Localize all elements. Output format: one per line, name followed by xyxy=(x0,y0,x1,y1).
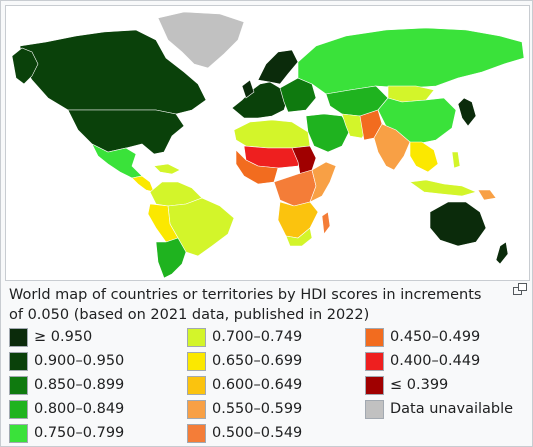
map-caption: World map of countries or territories by… xyxy=(9,287,482,323)
legend-item: 0.500–0.549 xyxy=(187,423,302,443)
legend-label: 0.400–0.449 xyxy=(390,353,481,369)
legend-swatch xyxy=(187,327,206,347)
world-map xyxy=(6,6,529,280)
papua-shape xyxy=(477,189,497,201)
legend-label: 0.800–0.849 xyxy=(34,401,125,417)
legend-item: ≥ 0.950 xyxy=(9,327,92,347)
legend-swatch xyxy=(9,351,28,371)
india-shape xyxy=(373,123,411,171)
indonesia-shape xyxy=(409,179,477,197)
east-africa-shape xyxy=(309,161,337,203)
legend-swatch xyxy=(9,423,28,443)
southern-cone-shape xyxy=(155,237,187,279)
legend-swatch xyxy=(9,399,28,419)
legend-swatch xyxy=(187,351,206,371)
legend-swatch xyxy=(9,375,28,395)
legend-swatch xyxy=(365,375,384,395)
legend-swatch xyxy=(365,399,384,419)
madagascar-shape xyxy=(321,211,331,235)
legend-item: 0.850–0.899 xyxy=(9,375,124,395)
legend-label: 0.500–0.549 xyxy=(212,425,303,441)
legend-swatch xyxy=(187,399,206,419)
philippines-shape xyxy=(451,151,461,169)
legend-swatch xyxy=(187,423,206,443)
canada-shape xyxy=(19,29,207,115)
east-asia-high-shape xyxy=(457,97,477,127)
legend-item: Data unavailable xyxy=(365,399,513,419)
legend-swatch xyxy=(365,327,384,347)
legend-item: 0.450–0.499 xyxy=(365,327,480,347)
legend-label: 0.700–0.749 xyxy=(212,329,303,345)
legend-label: 0.850–0.899 xyxy=(34,377,125,393)
legend-label: ≥ 0.950 xyxy=(34,329,93,345)
legend-swatch xyxy=(365,351,384,371)
australia-shape xyxy=(429,201,487,247)
legend-label: 0.600–0.649 xyxy=(212,377,303,393)
legend-label: 0.450–0.499 xyxy=(390,329,481,345)
caribbean-shape xyxy=(153,163,181,175)
legend-label: 0.650–0.699 xyxy=(212,353,303,369)
magnify-clip-icon[interactable] xyxy=(513,283,527,295)
legend-item: 0.400–0.449 xyxy=(365,351,480,371)
legend-item: 0.900–0.950 xyxy=(9,351,124,371)
legend-item: 0.700–0.749 xyxy=(187,327,302,347)
legend-item: 0.800–0.849 xyxy=(9,399,124,419)
southeast-asia-shape xyxy=(409,141,439,173)
south-africa-shape xyxy=(285,227,313,247)
new-zealand-shape xyxy=(495,241,509,265)
uk-shape xyxy=(241,79,255,99)
legend-label: 0.900–0.950 xyxy=(34,353,125,369)
greenland-shape xyxy=(157,11,245,69)
map-legend: ≥ 0.950 0.900–0.950 0.850–0.899 0.800–0.… xyxy=(9,327,529,445)
legend-label: Data unavailable xyxy=(390,401,514,417)
legend-label: ≤ 0.399 xyxy=(390,377,449,393)
legend-item: 0.550–0.599 xyxy=(187,399,302,419)
legend-item: 0.650–0.699 xyxy=(187,351,302,371)
legend-swatch xyxy=(9,327,28,347)
legend-item: 0.750–0.799 xyxy=(9,423,124,443)
legend-swatch xyxy=(187,375,206,395)
map-image[interactable] xyxy=(5,5,530,281)
alaska-shape xyxy=(11,47,39,85)
legend-item: 0.600–0.649 xyxy=(187,375,302,395)
middle-east-shape xyxy=(305,113,351,153)
legend-label: 0.550–0.599 xyxy=(212,401,303,417)
legend-label: 0.750–0.799 xyxy=(34,425,125,441)
legend-item: ≤ 0.399 xyxy=(365,375,448,395)
